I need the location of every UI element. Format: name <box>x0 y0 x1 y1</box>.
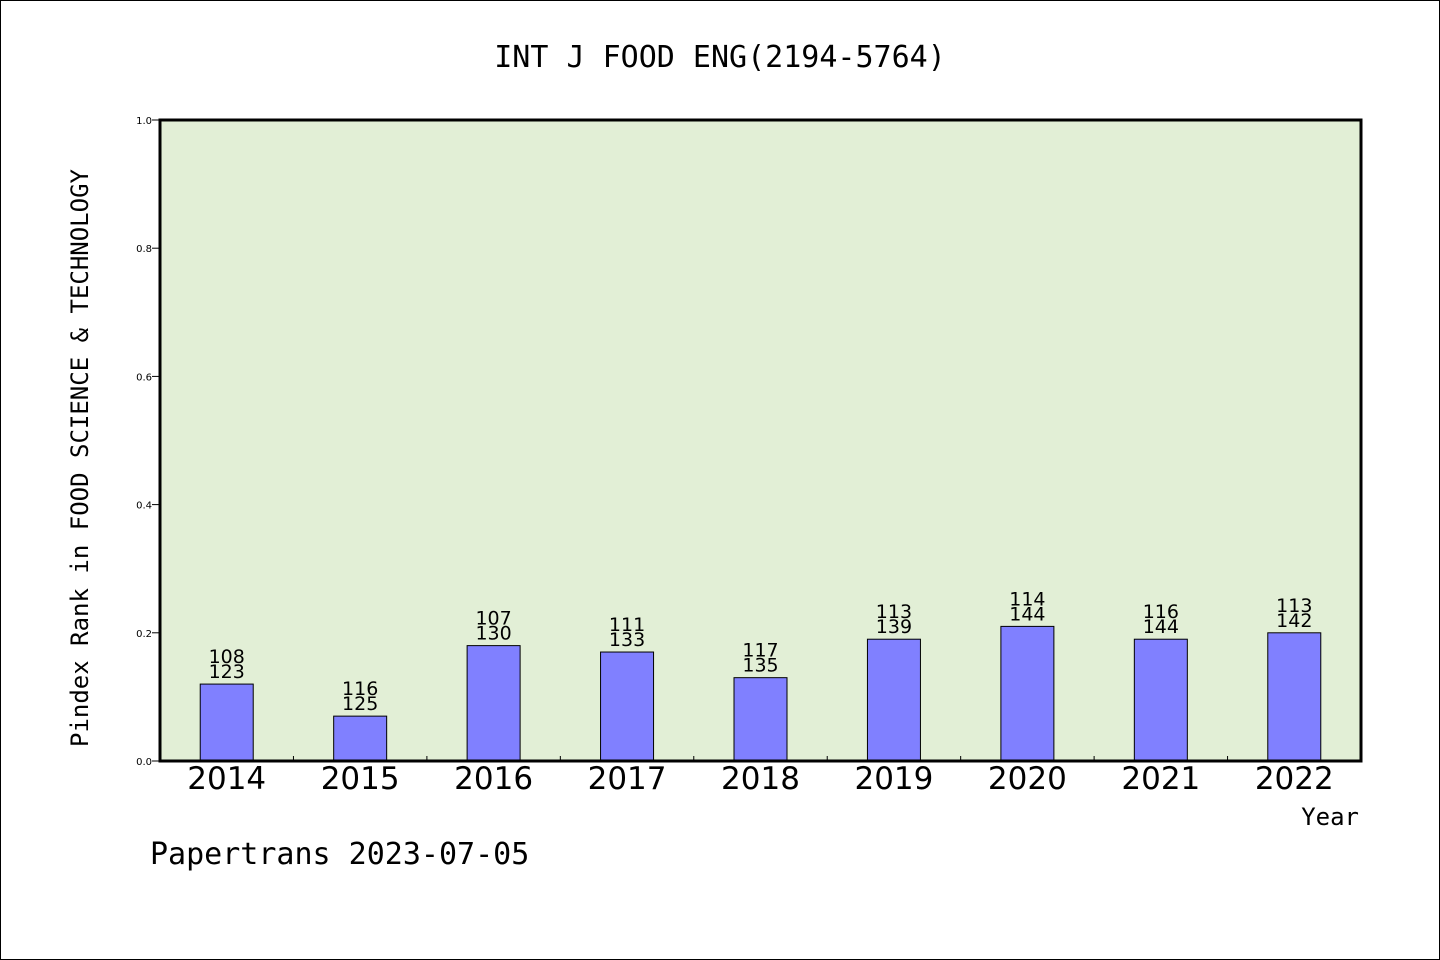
bar-label-bottom: 142 <box>1276 610 1312 632</box>
x-tick-label: 2016 <box>454 761 533 797</box>
bar-label-bottom: 135 <box>742 655 778 677</box>
x-tick-label: 2015 <box>321 761 400 797</box>
bar-2020 <box>1001 626 1054 761</box>
x-axis-label: Year <box>1301 803 1359 831</box>
y-axis-ticks: 0.0 0.2 0.4 0.6 0.8 1.0 <box>136 116 160 768</box>
x-tick-label: 2020 <box>988 761 1067 797</box>
y-tick-label: 0.2 <box>136 629 152 640</box>
bar-2016 <box>467 646 520 761</box>
y-tick-label: 0.6 <box>136 372 152 383</box>
y-tick-label: 0.0 <box>136 757 152 768</box>
y-tick-label: 0.8 <box>136 244 152 255</box>
bar-2019 <box>867 639 920 761</box>
footer-credit: Papertrans 2023-07-05 <box>150 837 529 872</box>
y-axis-label: Pindex Rank in FOOD SCIENCE & TECHNOLOGY <box>66 168 94 747</box>
bar-label-bottom: 130 <box>475 623 511 645</box>
bar-2015 <box>334 716 387 761</box>
chart-title: INT J FOOD ENG(2194-5764) <box>494 40 946 75</box>
x-tick-label: 2018 <box>721 761 800 797</box>
bar-label-bottom: 144 <box>1143 616 1179 638</box>
bar-label-bottom: 125 <box>342 693 378 715</box>
bar-2021 <box>1134 639 1187 761</box>
bar-2018 <box>734 678 787 761</box>
bar-2022 <box>1268 633 1321 761</box>
y-tick-label: 0.4 <box>136 501 152 512</box>
bar-label-bottom: 133 <box>609 629 645 651</box>
x-tick-label: 2014 <box>187 761 266 797</box>
x-tick-label: 2021 <box>1121 761 1200 797</box>
x-tick-label: 2022 <box>1255 761 1334 797</box>
y-tick-label: 1.0 <box>136 116 152 127</box>
bar-2017 <box>601 652 654 761</box>
bar-2014 <box>200 684 253 761</box>
bar-label-bottom: 144 <box>1009 603 1045 625</box>
bar-label-bottom: 123 <box>209 661 245 683</box>
x-tick-label: 2019 <box>854 761 933 797</box>
bar-label-bottom: 139 <box>876 616 912 638</box>
x-tick-label: 2017 <box>588 761 667 797</box>
